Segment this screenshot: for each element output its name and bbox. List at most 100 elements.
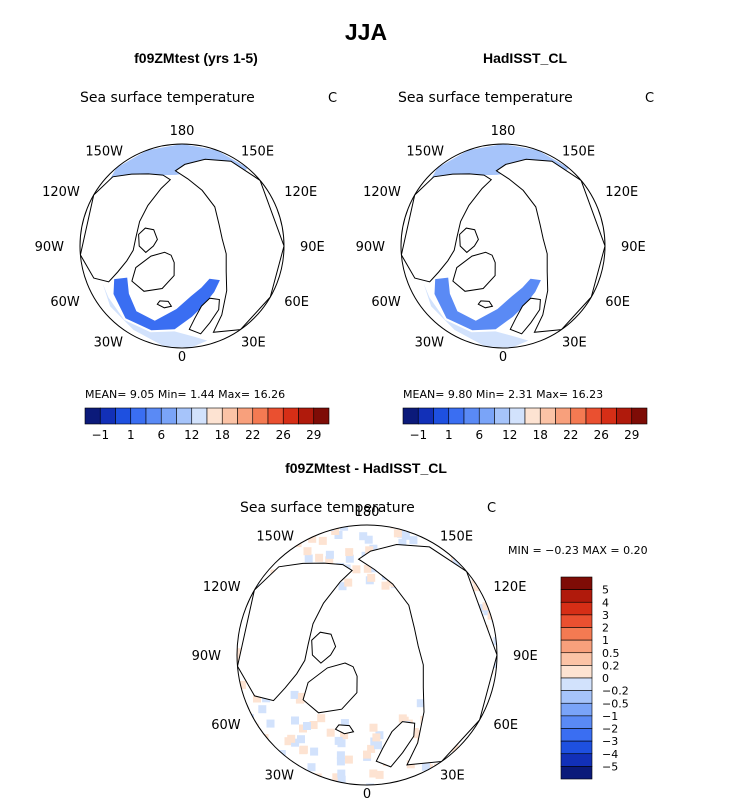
colorbar-cell: [560, 627, 593, 641]
units-label: C: [487, 501, 496, 516]
lon-label: 150E: [241, 145, 274, 160]
lon-label: 90E: [621, 240, 646, 255]
diff-cell: [338, 582, 347, 591]
colorbar-tick-label: −0.5: [602, 697, 629, 710]
field-name: Sea surface temperature: [80, 90, 255, 106]
coastline-0: [495, 158, 605, 333]
colorbar-cell: [160, 407, 177, 425]
colorbar-tick-label: 12: [184, 428, 199, 442]
colorbar-cell: [560, 702, 593, 717]
colorbar-cell: [206, 407, 223, 425]
diff-cell: [340, 731, 349, 740]
colorbar-cell: [616, 407, 633, 425]
diff-cell: [258, 705, 267, 714]
colorbar-cell: [252, 407, 269, 425]
sst-region-north-atlantic-south: [423, 283, 529, 348]
diff-cell: [452, 558, 461, 567]
diff-cell: [336, 757, 345, 766]
diff-cell: [344, 755, 353, 764]
diff-cell: [366, 783, 375, 785]
panel-title: f09ZMtest (yrs 1-5): [134, 50, 258, 66]
coastline-1: [80, 173, 172, 283]
lon-label: 150W: [85, 145, 123, 160]
sst-region-north-atlantic-south: [102, 283, 208, 348]
colorbar-cell: [191, 407, 208, 425]
diff-cell: [337, 775, 346, 784]
colorbar-tick-label: 12: [502, 428, 517, 442]
colorbar-cell: [560, 576, 593, 590]
lon-label: 0: [178, 350, 186, 365]
colorbar-cell: [560, 652, 593, 666]
colorbar-tick-label: 6: [475, 428, 483, 442]
colorbar-tick-label: 5: [602, 584, 609, 597]
diff-cell: [287, 734, 296, 743]
diff-cell: [369, 723, 378, 732]
stats-line: MIN = −0.23 MAX = 0.20: [508, 544, 648, 557]
lon-label: 30W: [265, 769, 295, 784]
diff-cell: [421, 762, 430, 771]
diff-cell: [307, 763, 316, 772]
colorbar-tick-label: 26: [276, 428, 291, 442]
lon-label: 150W: [406, 145, 444, 160]
colorbar-cell: [417, 407, 434, 425]
colorbar-cell: [433, 407, 450, 425]
colorbar-cell: [84, 407, 101, 425]
coastline-0: [174, 158, 284, 333]
lon-label: 150E: [440, 530, 473, 545]
units-label: C: [328, 91, 337, 106]
colorbar-tick-label: 4: [602, 596, 609, 609]
lon-label: 60E: [493, 718, 518, 733]
diff-cell: [340, 525, 349, 531]
coastline-0: [357, 543, 497, 766]
lon-label: 90W: [356, 240, 386, 255]
lon-label: 150E: [562, 145, 595, 160]
diff-cell: [345, 548, 354, 557]
colorbar-cell: [560, 589, 593, 603]
diff-cell: [369, 769, 378, 778]
lon-label: 30W: [94, 335, 124, 350]
colorbar-tick-label: 1: [602, 634, 609, 647]
lon-label: 30E: [440, 769, 465, 784]
lon-label: 180: [355, 505, 380, 520]
colorbar-cell: [463, 407, 480, 425]
map-boundary: [400, 143, 606, 349]
coastline-3: [188, 297, 220, 335]
diff-cell: [253, 694, 261, 703]
colorbar-cell: [524, 407, 541, 425]
colorbar-cell: [560, 639, 593, 654]
coastline-1: [401, 173, 493, 283]
lon-label: 90W: [35, 240, 65, 255]
colorbar-tick-label: 0: [602, 672, 609, 685]
coastline-5: [138, 227, 158, 254]
colorbar-cell: [221, 407, 238, 425]
lon-label: 60E: [284, 295, 309, 310]
lon-label: 120E: [605, 185, 638, 200]
diff-cell: [336, 751, 345, 760]
lon-label: 150W: [256, 530, 294, 545]
diff-cell: [303, 722, 311, 730]
colorbar-cell: [631, 407, 648, 425]
coastline-2: [452, 251, 496, 292]
diff-cell: [331, 527, 340, 535]
diff-cell: [299, 746, 308, 755]
coastline-5: [311, 631, 337, 664]
map-model: [80, 144, 284, 348]
diff-cell: [326, 728, 335, 737]
diff-cell: [297, 692, 306, 701]
diff-cell: [318, 536, 327, 545]
colorbar-cell: [176, 407, 193, 425]
colorbar-tick-label: −5: [602, 760, 618, 773]
diff-cell: [483, 607, 492, 616]
diff-cell: [290, 690, 299, 699]
diff-cell: [369, 544, 378, 553]
lon-label: 180: [170, 124, 195, 139]
diff-cell: [309, 721, 318, 729]
diff-cell: [412, 730, 421, 739]
lon-label: 60E: [605, 295, 630, 310]
lon-label: 90E: [300, 240, 325, 255]
lon-label: 60W: [50, 295, 80, 310]
colorbar-tick-label: −3: [602, 735, 618, 748]
coastline-4: [334, 724, 355, 735]
sst-region-north-atlantic-nordic-seas: [113, 277, 220, 331]
